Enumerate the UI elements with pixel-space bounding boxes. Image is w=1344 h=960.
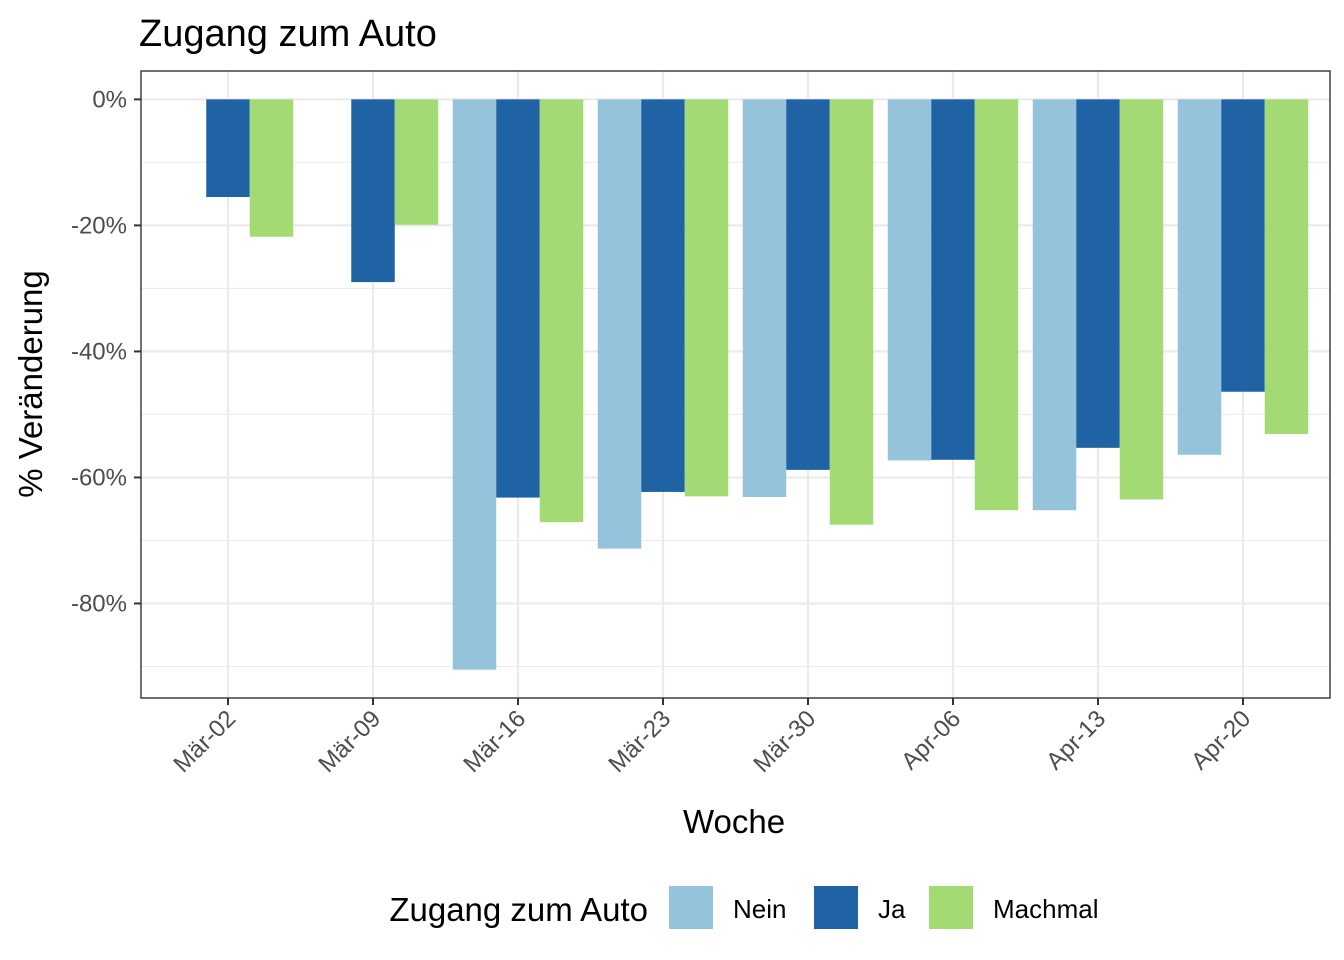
legend-key-ja — [814, 886, 858, 929]
x-tick-label: Mär-16 — [458, 705, 531, 778]
chart-title: Zugang zum Auto — [139, 13, 437, 55]
bar-machmal-mär-09 — [394, 99, 439, 225]
bar-ja-mär-16 — [496, 99, 540, 498]
bar-nein-apr-13 — [1032, 99, 1077, 511]
bar-machmal-mär-30 — [829, 99, 874, 525]
bar-ja-mär-09 — [351, 99, 395, 283]
bar-nein-mär-23 — [597, 99, 642, 549]
x-tick-label: Mär-23 — [603, 705, 676, 778]
x-tick-label: Apr-13 — [1041, 705, 1111, 775]
bar-nein-mär-16 — [452, 99, 497, 670]
y-axis-title: % Veränderung — [12, 270, 49, 498]
bar-ja-apr-20 — [1221, 99, 1265, 392]
y-tick-label: -80% — [71, 590, 127, 617]
y-tick-label: -20% — [71, 212, 127, 239]
x-axis: Mär-02 Mär-09 Mär-16 Mär-23 Mär-30 Apr-06 Apr-… — [168, 698, 1256, 778]
bar-nein-mär-30 — [742, 99, 787, 497]
legend-label-nein: Nein — [733, 894, 786, 924]
x-tick-label: Apr-20 — [1186, 705, 1256, 775]
legend-key-machmal — [929, 886, 973, 929]
bar-machmal-mär-16 — [539, 99, 584, 523]
bar-nein-apr-06 — [887, 99, 932, 461]
bar-machmal-apr-20 — [1264, 99, 1309, 434]
bar-ja-mär-30 — [786, 99, 830, 470]
bar-ja-mär-23 — [641, 99, 685, 492]
legend-label-ja: Ja — [878, 894, 906, 924]
x-tick-label: Mär-30 — [748, 705, 821, 778]
y-tick-label: 0% — [92, 86, 127, 113]
bar-ja-apr-06 — [931, 99, 975, 460]
bar-machmal-mär-23 — [684, 99, 729, 497]
x-tick-label: Apr-06 — [896, 705, 966, 775]
bar-machmal-apr-13 — [1119, 99, 1164, 500]
x-tick-label: Mär-02 — [168, 705, 241, 778]
legend-label-machmal: Machmal — [993, 894, 1098, 924]
x-tick-label: Mär-09 — [313, 705, 386, 778]
bar-machmal-mär-02 — [249, 99, 294, 237]
bars — [206, 99, 1309, 670]
panel-border — [140, 70, 1331, 699]
bar-ja-mär-02 — [206, 99, 250, 198]
y-tick-label: -60% — [71, 464, 127, 491]
y-tick-label: -40% — [71, 338, 127, 365]
legend-key-nein — [669, 886, 713, 929]
x-axis-title: Woche — [683, 803, 785, 840]
bar-ja-apr-13 — [1076, 99, 1120, 448]
bar-nein-apr-20 — [1177, 99, 1222, 455]
legend-title: Zugang zum Auto — [389, 891, 648, 928]
legend: Zugang zum Auto Nein Ja Machmal — [389, 886, 1098, 929]
y-axis: 0% -20% -40% -60% -80% — [71, 86, 141, 617]
bar-machmal-apr-06 — [974, 99, 1019, 511]
